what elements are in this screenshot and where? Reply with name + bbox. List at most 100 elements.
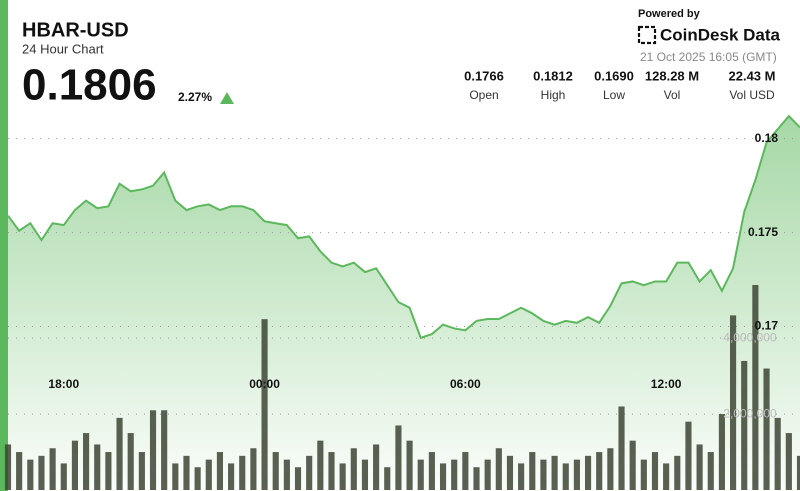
volume-bar bbox=[707, 452, 714, 490]
y-tick-label: 0.175 bbox=[748, 225, 778, 239]
volume-bar bbox=[239, 455, 246, 490]
volume-bar bbox=[718, 414, 725, 490]
volume-bar bbox=[540, 459, 547, 490]
volume-bar bbox=[518, 463, 525, 490]
x-tick-label: 06:00 bbox=[450, 377, 481, 391]
volume-bar bbox=[607, 448, 614, 490]
stat-value: 0.1812 bbox=[533, 68, 573, 83]
volume-bar bbox=[573, 459, 580, 490]
title: HBAR-USD bbox=[22, 19, 129, 41]
volume-bar bbox=[116, 417, 123, 490]
volume-bar bbox=[473, 467, 480, 490]
volume-bar bbox=[640, 459, 647, 490]
volume-bar bbox=[796, 455, 800, 490]
volume-bar bbox=[161, 410, 168, 490]
y-tick-label: 0.17 bbox=[755, 319, 779, 333]
volume-bar bbox=[663, 463, 670, 490]
volume-bar bbox=[60, 463, 67, 490]
plot: 18:00 00:00 06:00 12:00 0.17 0.175 0.18 2,000,0… bbox=[4, 114, 800, 490]
volume-bar bbox=[741, 360, 748, 490]
volume-bar bbox=[317, 440, 324, 490]
stat-label: High bbox=[541, 88, 566, 102]
volume-bar bbox=[149, 410, 157, 490]
volume-bar bbox=[172, 463, 179, 490]
volume-bar bbox=[306, 455, 313, 490]
volume-bar bbox=[451, 459, 458, 490]
volume-bar bbox=[752, 285, 759, 490]
price-line bbox=[7, 114, 800, 340]
stats: 0.1766 Open 0.1812 High 0.1690 Low 128.28 M Vol… bbox=[464, 68, 775, 102]
powered-by: Powered by bbox=[638, 8, 701, 20]
x-tick-label: 12:00 bbox=[651, 377, 682, 391]
volume-bar bbox=[439, 463, 447, 490]
volume-bar bbox=[529, 452, 536, 490]
volume-bar bbox=[250, 448, 257, 490]
volume-bar bbox=[49, 448, 56, 490]
volume-bar bbox=[38, 455, 45, 490]
volume-bar bbox=[428, 452, 435, 490]
volume-bar bbox=[138, 452, 145, 490]
volume-bar bbox=[228, 463, 235, 490]
volume-bar bbox=[785, 433, 792, 490]
volume-bar bbox=[685, 421, 692, 490]
volume-bar bbox=[384, 467, 391, 490]
volume-bar bbox=[562, 463, 569, 490]
y2-tick-label: 4,000,000 bbox=[723, 330, 777, 344]
stat-value: 0.1690 bbox=[594, 68, 634, 83]
volume-bar bbox=[373, 444, 380, 490]
brand: CoinDesk Data bbox=[660, 25, 781, 44]
volume-bar bbox=[763, 368, 770, 490]
volume-bar bbox=[395, 425, 402, 490]
volume-bar bbox=[462, 452, 469, 490]
volume-bar bbox=[406, 440, 413, 490]
change: 2.27% bbox=[178, 90, 212, 104]
volume-bar bbox=[283, 459, 290, 490]
up-arrow bbox=[220, 92, 234, 104]
volume-bar bbox=[71, 440, 78, 490]
volume-bar bbox=[584, 455, 592, 490]
logo-icon bbox=[637, 25, 657, 45]
volume-bar bbox=[105, 452, 112, 490]
volume-bar bbox=[83, 433, 90, 490]
accent-bar bbox=[0, 0, 8, 491]
stat-label: Open bbox=[469, 88, 498, 102]
volume-bar bbox=[205, 459, 212, 490]
volume-bar bbox=[94, 444, 101, 490]
stat-label: Vol USD bbox=[729, 88, 775, 102]
volume-bar bbox=[272, 452, 279, 490]
x-tick-label: 00:00 bbox=[249, 377, 280, 391]
volume-bar bbox=[294, 467, 302, 490]
stat-label: Vol bbox=[664, 88, 681, 102]
volume-bar bbox=[328, 452, 335, 490]
subtitle: 24 Hour Chart bbox=[22, 41, 104, 56]
x-tick-label: 18:00 bbox=[48, 377, 79, 391]
volume-bar bbox=[194, 467, 201, 490]
volume-bar bbox=[618, 406, 625, 490]
stat-value: 0.1766 bbox=[464, 68, 504, 83]
volume-bar bbox=[27, 459, 34, 490]
volume-bar bbox=[730, 315, 737, 490]
volume-bar bbox=[183, 455, 190, 490]
stat-value: 22.43 M bbox=[729, 68, 776, 83]
volume-bar bbox=[261, 319, 268, 490]
volume-bar bbox=[674, 455, 681, 490]
volume-bar bbox=[127, 433, 134, 490]
timestamp: 21 Oct 2025 16:05 (GMT) bbox=[640, 50, 777, 64]
volume-bar bbox=[495, 448, 502, 490]
volume-bar bbox=[596, 452, 603, 490]
volume-bar bbox=[4, 444, 12, 490]
volume-bar bbox=[16, 452, 23, 490]
y-tick-label: 0.18 bbox=[755, 131, 779, 145]
volume-bar bbox=[651, 452, 659, 490]
stat-label: Low bbox=[603, 88, 625, 102]
volume-bar bbox=[216, 452, 224, 490]
volume-bar bbox=[551, 455, 558, 490]
price: 0.1806 bbox=[22, 61, 157, 110]
volume-bar bbox=[629, 440, 636, 490]
volume-bar bbox=[774, 417, 781, 490]
volume-bar bbox=[339, 463, 346, 490]
stat-value: 128.28 M bbox=[645, 68, 699, 83]
area bbox=[8, 116, 800, 490]
